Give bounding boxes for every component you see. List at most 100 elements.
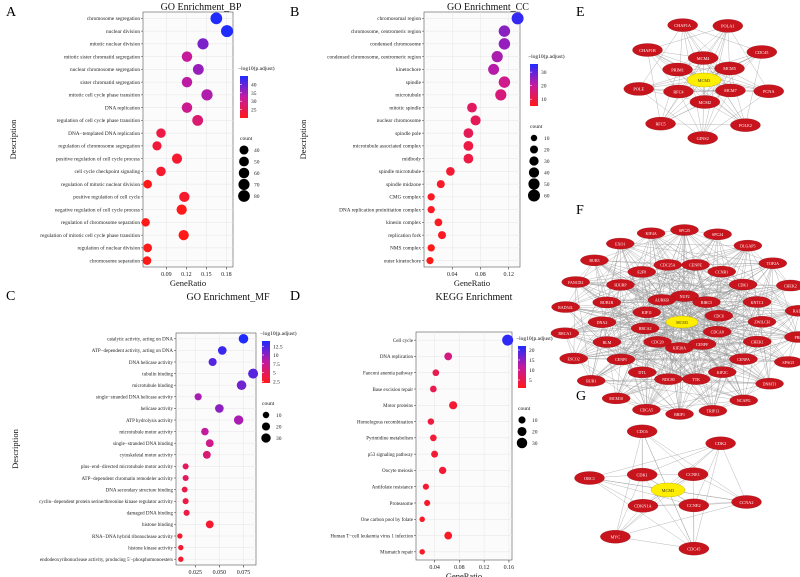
category-label: p53 signaling pathway xyxy=(368,453,414,458)
gene-node xyxy=(665,342,694,354)
gene-node xyxy=(606,237,635,250)
gene-node xyxy=(645,117,676,131)
legend-size-label: 50 xyxy=(544,182,550,188)
edge xyxy=(742,245,749,285)
data-point xyxy=(427,205,435,214)
data-point xyxy=(181,51,193,62)
chart-title: GO Enrichment_MF xyxy=(186,292,269,303)
category-label: spindle midzone xyxy=(386,182,422,188)
category-label: catalytic activity, acting on DNA xyxy=(107,338,173,343)
category-label: Mismatch repair xyxy=(380,551,413,556)
legend-color-label: 5 xyxy=(529,378,532,384)
gene-node xyxy=(592,296,621,309)
category-label: Antifolate resistance xyxy=(372,485,414,490)
data-point xyxy=(142,256,152,265)
center-node xyxy=(650,482,686,498)
edge xyxy=(573,229,685,359)
data-point xyxy=(444,531,453,540)
gene-node xyxy=(577,375,606,387)
edge xyxy=(646,378,697,410)
edge xyxy=(678,91,703,139)
gene-label: PRIM1 xyxy=(671,67,684,72)
edge xyxy=(646,321,683,410)
edge xyxy=(620,284,770,384)
edge xyxy=(720,443,747,503)
category-label: sister chromatid segregation xyxy=(80,80,140,86)
gene-node xyxy=(747,316,777,328)
edge xyxy=(565,306,647,410)
gene-node xyxy=(692,296,721,308)
legend-color-label: 30 xyxy=(541,70,547,76)
data-point xyxy=(192,63,204,75)
data-point xyxy=(422,483,429,490)
gene-node xyxy=(707,266,736,278)
category-label: regulation of mitotic nuclear division xyxy=(61,181,140,188)
edge xyxy=(589,443,721,479)
gene-label: CDKN1A xyxy=(634,504,652,509)
gene-label: SPC25 xyxy=(679,228,690,233)
category-label: Motor proteins xyxy=(383,404,413,409)
gene-label: HJURP xyxy=(614,283,627,288)
category-label: Cell cycle xyxy=(393,339,414,344)
gene-label: CDK1 xyxy=(738,282,748,287)
data-point xyxy=(495,89,507,101)
edge xyxy=(679,321,683,414)
edge xyxy=(620,284,791,286)
edge xyxy=(682,25,705,81)
edge xyxy=(594,260,683,323)
category-label: regulation of nuclear division xyxy=(77,245,140,252)
edge xyxy=(638,51,762,90)
gene-label: KNTC1 xyxy=(751,300,764,305)
gene-node xyxy=(654,373,683,385)
edge xyxy=(615,359,622,399)
data-point xyxy=(248,368,259,379)
category-label: regulation of mitotic cell cycle phase t… xyxy=(40,232,140,239)
data-point xyxy=(419,549,425,555)
gene-node xyxy=(602,392,631,404)
gene-node xyxy=(627,468,658,482)
category-label: Human T−cell leukemia virus 1 infection xyxy=(330,534,413,539)
data-point xyxy=(463,128,474,139)
chart-title: GO Enrichment_BP xyxy=(161,2,242,13)
edge xyxy=(678,25,683,92)
edge xyxy=(684,229,800,311)
gene-label: BRIP1 xyxy=(674,412,685,417)
category-label: RNA−DNA hybrid ribonuclease activity xyxy=(92,535,173,540)
gene-node xyxy=(758,257,787,269)
edge xyxy=(681,234,718,323)
gene-label: CCNB1 xyxy=(715,269,728,274)
edge xyxy=(696,285,791,380)
gene-node xyxy=(714,61,745,76)
gene-label: BUB1 xyxy=(586,379,596,384)
gene-label: BUB1B xyxy=(600,300,613,305)
legend-size-label: 60 xyxy=(544,194,550,200)
data-point xyxy=(444,352,453,361)
gene-label: ESCO2 xyxy=(568,356,580,361)
legend-size-label: 20 xyxy=(544,148,550,154)
gene-label: NUF2 xyxy=(680,294,690,299)
edge xyxy=(681,245,748,323)
gene-node xyxy=(730,118,761,132)
edge xyxy=(620,243,773,264)
category-label: DNA replication xyxy=(105,105,141,111)
plot-area xyxy=(423,11,521,268)
data-point xyxy=(217,346,227,355)
edge xyxy=(727,25,731,91)
data-point xyxy=(178,556,184,562)
edge xyxy=(589,477,694,506)
edge xyxy=(681,321,789,363)
gene-node xyxy=(729,394,758,407)
edge xyxy=(642,328,646,373)
gene-label: GINS2 xyxy=(697,136,709,141)
edge xyxy=(684,229,789,363)
edge xyxy=(620,284,647,410)
edge xyxy=(684,229,744,285)
edge xyxy=(742,284,799,338)
gene-node xyxy=(753,84,784,98)
gene-node xyxy=(776,279,800,292)
edge xyxy=(661,299,800,311)
category-label: cell cycle checkpoint signaling xyxy=(75,169,141,175)
x-tick-label: 0.04 xyxy=(447,272,458,278)
gene-node xyxy=(550,327,580,339)
category-label: outer kinetochore xyxy=(384,258,422,264)
